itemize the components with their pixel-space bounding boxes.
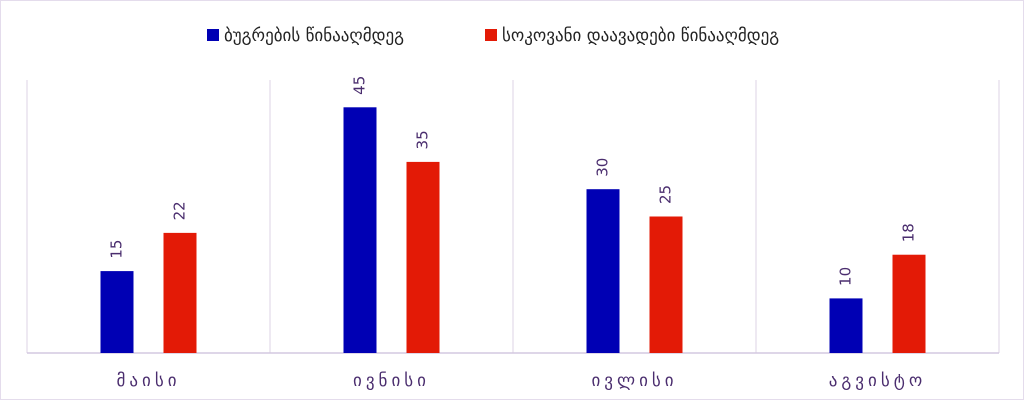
bar — [892, 254, 926, 353]
value-label: 22 — [171, 201, 189, 220]
value-label: 30 — [594, 158, 612, 177]
legend-label: სოკოვანი დაავადები წინააღმდეგ — [502, 26, 779, 46]
bar — [406, 161, 440, 353]
bar — [586, 189, 620, 353]
x-tick-label: ივნისი — [353, 371, 430, 391]
bar — [163, 232, 197, 353]
legend-label: ბუგრების წინააღმდეგ — [224, 26, 404, 46]
value-label: 15 — [108, 240, 126, 259]
x-tick-label: ივლისი — [591, 371, 677, 391]
x-tick-label: მაისი — [117, 371, 181, 391]
value-label: 35 — [414, 130, 432, 149]
value-label: 10 — [837, 267, 855, 286]
value-label: 25 — [657, 185, 675, 204]
x-tick-label: აგვისტო — [829, 371, 926, 391]
bar — [649, 216, 683, 353]
bar — [829, 298, 863, 353]
bar — [343, 107, 377, 353]
value-label: 45 — [351, 76, 369, 95]
legend-swatch — [485, 29, 497, 41]
legend-swatch — [207, 29, 219, 41]
bar — [100, 271, 134, 353]
value-label: 18 — [900, 223, 918, 242]
